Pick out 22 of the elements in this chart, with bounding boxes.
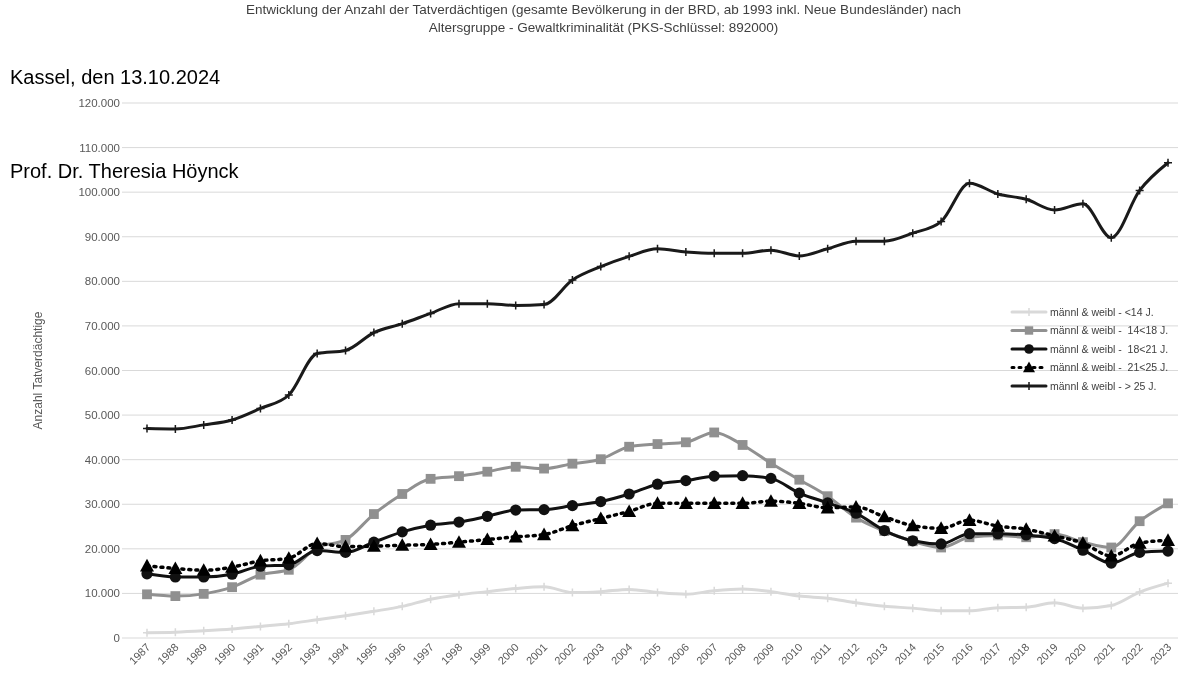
y-tick-label: 10.000 [84,587,120,600]
chart-title: Entwicklung der Anzahl der Tatverdächtigen (gesamte Bevölkerung in der BRD, ab 1993 inkl. Neue Bundesländer) nach Altersgruppe - Gewaltkriminalität (PKS-Schlüssel: 892000) [246,2,961,35]
legend-label: männl & weibl - <14 J. [1050,305,1154,318]
legend-label: männl & weibl - 18<21 J. [1050,342,1169,355]
y-axis-title: Anzahl Tatverdächtige [31,311,45,430]
y-tick-label: 110.000 [79,141,120,154]
y-tick-label: 50.000 [84,409,120,422]
legend-label: männl & weibl - 21<25 J. [1050,361,1169,374]
y-tick-label: 120.000 [78,97,120,110]
y-tick-label: 80.000 [84,275,120,288]
y-tick-label: 20.000 [84,542,120,555]
legend-label: männl & weibl - 14<18 J. [1050,324,1169,337]
y-tick-label: 70.000 [84,319,120,332]
y-tick-label: 60.000 [84,364,120,377]
y-tick-label: 30.000 [84,498,120,511]
y-tick-label: 100.000 [78,186,120,199]
y-tick-label: 0 [113,632,120,645]
y-tick-label: 40.000 [84,453,120,466]
legend-label: männl & weibl - > 25 J. [1050,379,1157,392]
annotation: Prof. Dr. Theresia Höynck [10,160,240,182]
text: Kassel, den 13.10.2024 [10,66,221,88]
y-tick-label: 90.000 [84,230,120,243]
